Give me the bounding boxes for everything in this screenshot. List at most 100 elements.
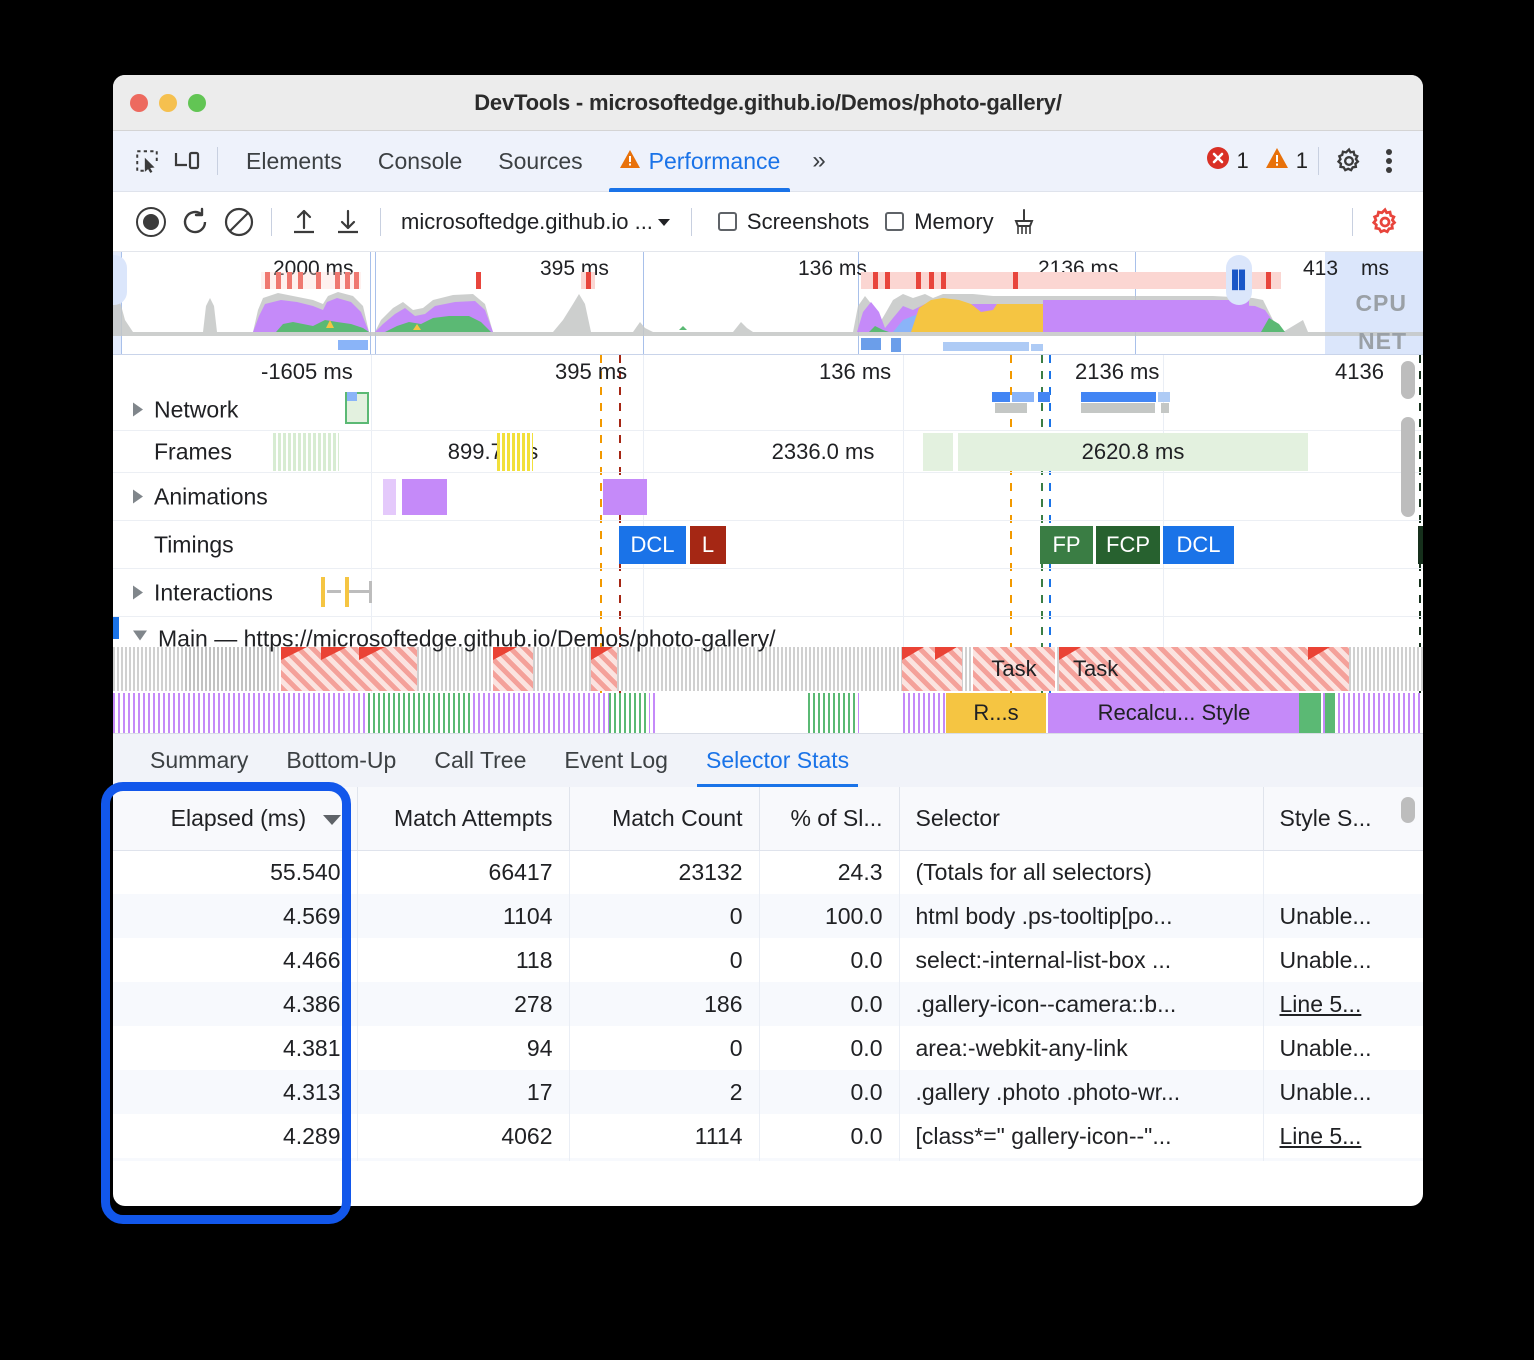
column-header-match-count[interactable]: Match Count — [569, 787, 760, 851]
timeline-tracks[interactable]: -1605 ms 395 ms 136 ms 2136 ms 4136 Netw… — [113, 355, 1423, 733]
table-row[interactable]: 4.569 1104 0 100.0 html body .ps-tooltip… — [113, 894, 1423, 938]
kebab-menu-icon[interactable] — [1369, 141, 1409, 181]
more-panels-icon[interactable]: » — [812, 147, 826, 174]
flame-task-longtask[interactable] — [185, 647, 273, 691]
maximize-window-button[interactable] — [188, 93, 206, 112]
frame-bar[interactable]: 2620.8 ms — [958, 433, 1308, 471]
tab-elements[interactable]: Elements — [228, 131, 360, 192]
flame-task-label: Task — [991, 656, 1037, 681]
record-icon[interactable] — [129, 200, 173, 244]
device-toolbar-icon[interactable] — [167, 141, 207, 181]
main-flame-chart[interactable]: Task Task R...s Recalcu... Style — [113, 647, 1423, 733]
overview-window-border-5[interactable] — [858, 252, 859, 354]
origin-selector[interactable]: microsoftedge.github.io ... — [401, 209, 671, 235]
tracks-scrollbar-thumb[interactable] — [1401, 417, 1415, 517]
column-header-pct-of-slow[interactable]: % of Sl... — [759, 787, 900, 851]
flame-sub-blank — [859, 693, 901, 733]
error-count[interactable]: 1 — [1206, 146, 1249, 176]
overview-window-left-handle[interactable] — [113, 255, 127, 305]
table-row[interactable]: 4.313 17 2 0.0 .gallery .photo .photo-wr… — [113, 1070, 1423, 1114]
save-profile-icon[interactable] — [326, 200, 370, 244]
column-header-selector[interactable]: Selector — [899, 787, 1264, 851]
table-row[interactable]: 4.386 278 186 0.0 .gallery-icon--camera:… — [113, 982, 1423, 1026]
track-expand-network[interactable]: Network — [133, 396, 238, 423]
timing-badge-fcp[interactable]: FCP — [1096, 526, 1160, 564]
tab-call-tree[interactable]: Call Tree — [415, 734, 545, 788]
interaction-marker — [349, 590, 371, 593]
table-row[interactable]: 55.540 66417 23132 24.3 (Totals for all … — [113, 850, 1423, 894]
error-count-value: 1 — [1236, 148, 1249, 173]
flame-sub-recalc-style[interactable]: Recalcu... Style — [1049, 693, 1299, 733]
timeline-overview[interactable]: 2000 ms 395 ms 136 ms 2136 ms 413 ms — [113, 252, 1423, 355]
track-expand-animations[interactable]: Animations — [133, 483, 268, 510]
flame-sub-blank — [658, 693, 808, 733]
chevron-right-icon[interactable] — [133, 402, 143, 417]
column-header-style-sheet[interactable]: Style S... — [1263, 787, 1423, 851]
chevron-down-icon[interactable] — [133, 630, 147, 648]
flame-sub-recalc-short[interactable]: R...s — [946, 693, 1046, 733]
tab-console[interactable]: Console — [360, 131, 480, 192]
table-row[interactable]: 4.289 4062 1114 0.0 [class*=" gallery-ic… — [113, 1114, 1423, 1158]
column-header-match-attempts[interactable]: Match Attempts — [357, 787, 570, 851]
capture-divider-4 — [1352, 207, 1353, 236]
capture-settings-gear-icon[interactable] — [1363, 200, 1407, 244]
table-row[interactable]: 4.381 94 0 0.0 area:-webkit-any-link Una… — [113, 1026, 1423, 1070]
close-window-button[interactable] — [130, 93, 148, 112]
track-expand-interactions[interactable]: Interactions — [133, 579, 273, 606]
tab-selector-stats[interactable]: Selector Stats — [687, 734, 868, 788]
track-row-frames[interactable]: Frames 899.7 ms 2336.0 ms 2620.8 ms — [113, 431, 1423, 473]
clear-icon[interactable] — [217, 200, 261, 244]
overview-window-right-handle[interactable]: ▐▌ — [1226, 255, 1252, 305]
overview-window-border-1[interactable] — [121, 252, 122, 354]
cell-stylesheet-link[interactable]: Line 5... — [1263, 982, 1423, 1026]
overview-window-border-3[interactable] — [375, 252, 376, 354]
tab-event-log[interactable]: Event Log — [545, 734, 687, 788]
frame-bar[interactable]: 899.7 ms — [343, 433, 643, 471]
frame-bar[interactable]: 2336.0 ms — [643, 433, 1003, 471]
timing-badge-dcl-2[interactable]: DCL — [1163, 526, 1234, 564]
tab-sources[interactable]: Sources — [480, 131, 600, 192]
tab-bottom-up[interactable]: Bottom-Up — [267, 734, 415, 788]
track-row-animations[interactable]: Animations — [113, 473, 1423, 521]
track-expand-main[interactable]: Main — https://microsoftedge.github.io/D… — [133, 626, 775, 653]
track-row-main[interactable]: Main — https://microsoftedge.github.io/D… — [113, 617, 1423, 661]
track-row-timings[interactable]: Timings DCL L FP FCP DCL LCP L — [113, 521, 1423, 569]
grid-scrollbar-thumb[interactable] — [1401, 797, 1415, 823]
inspect-element-icon[interactable] — [127, 141, 167, 181]
memory-checkbox[interactable]: Memory — [885, 209, 994, 235]
flame-task-1[interactable]: Task — [973, 647, 1055, 691]
chevron-right-icon[interactable] — [133, 585, 143, 600]
overview-window-border-4[interactable] — [643, 252, 644, 354]
column-header-elapsed[interactable]: Elapsed (ms) — [113, 787, 358, 851]
selector-stats-grid[interactable]: Elapsed (ms) Match Attempts Match Count … — [113, 787, 1423, 1161]
timing-badge-dcl[interactable]: DCL — [619, 526, 686, 564]
table-row[interactable]: 4.466 118 0 0.0 select:-internal-list-bo… — [113, 938, 1423, 982]
flame-task-2[interactable]: Task — [1059, 647, 1349, 691]
screenshots-checkbox[interactable]: Screenshots — [717, 208, 870, 235]
track-row-interactions[interactable]: Interactions — [113, 569, 1423, 617]
overview-window-border-2[interactable] — [370, 252, 371, 354]
screenshots-label: Screenshots — [746, 208, 870, 234]
minimize-window-button[interactable] — [159, 93, 177, 112]
cell-count: 2 — [569, 1070, 760, 1114]
ruler-label-4: 4136 — [1335, 359, 1384, 384]
timing-badge-fp[interactable]: FP — [1040, 526, 1093, 564]
gear-icon[interactable] — [1329, 141, 1369, 181]
load-profile-icon[interactable] — [282, 200, 326, 244]
chevron-right-icon[interactable] — [133, 489, 143, 504]
timing-badge-lcp[interactable]: LCP — [1418, 526, 1423, 564]
flame-task-longtask[interactable] — [902, 647, 962, 691]
tracks-scrollbar-thumb-top[interactable] — [1401, 361, 1415, 399]
cell-stylesheet-link[interactable]: Line 5... — [1263, 1114, 1423, 1158]
tab-performance[interactable]: Performance — [601, 131, 799, 192]
screenshots-checkbox-box[interactable] — [717, 212, 737, 231]
warning-count[interactable]: 1 — [1265, 147, 1308, 175]
flame-task-longtask[interactable] — [281, 647, 417, 691]
broom-icon[interactable] — [1002, 200, 1046, 244]
timing-badge-l[interactable]: L — [690, 526, 726, 564]
track-row-network[interactable]: Network — [113, 389, 1423, 431]
reload-and-record-icon[interactable] — [173, 200, 217, 244]
memory-checkbox-box[interactable] — [885, 212, 905, 231]
tab-summary[interactable]: Summary — [131, 734, 267, 788]
table-row[interactable]: 4.154 2382 120 0.0 ::marker Unable... — [113, 1158, 1423, 1161]
